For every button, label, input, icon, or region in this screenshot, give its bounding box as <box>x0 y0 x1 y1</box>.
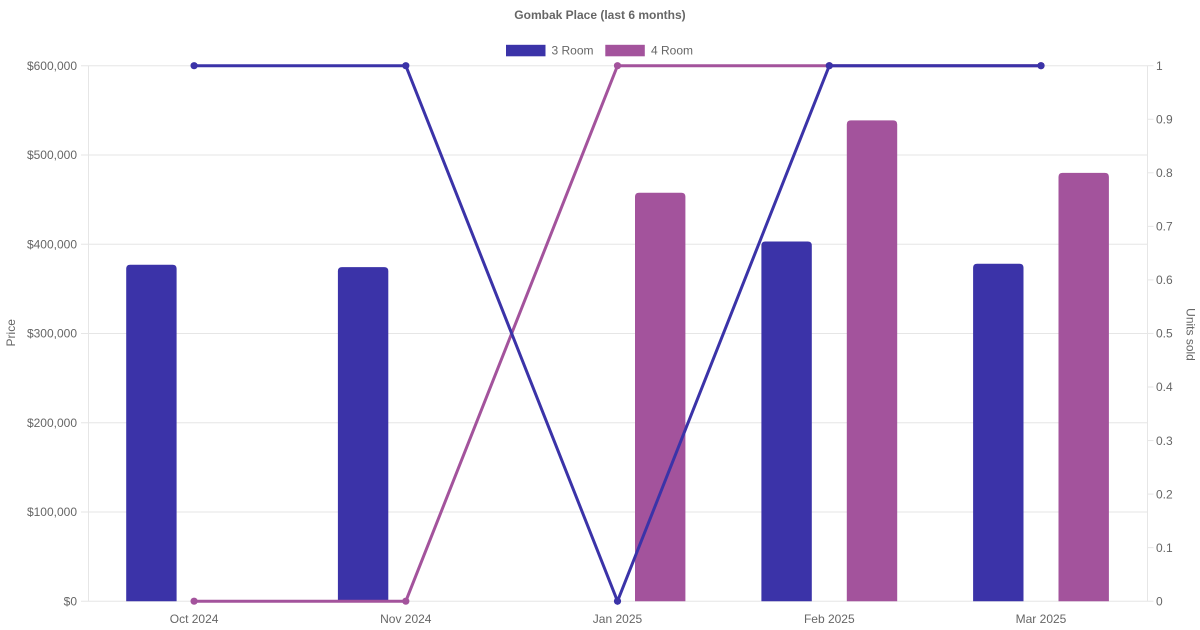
svg-text:0.5: 0.5 <box>1156 327 1173 341</box>
svg-text:0.8: 0.8 <box>1156 166 1173 180</box>
svg-text:Gombak Place (last 6 months): Gombak Place (last 6 months) <box>514 8 685 22</box>
svg-text:Oct 2024: Oct 2024 <box>170 612 219 626</box>
svg-text:Price: Price <box>4 319 18 347</box>
svg-text:0: 0 <box>1156 594 1163 608</box>
svg-text:0.1: 0.1 <box>1156 541 1173 555</box>
svg-text:1: 1 <box>1156 59 1163 73</box>
svg-text:0.4: 0.4 <box>1156 380 1173 394</box>
svg-text:0.2: 0.2 <box>1156 487 1173 501</box>
svg-text:4 Room: 4 Room <box>651 44 693 58</box>
svg-text:Mar 2025: Mar 2025 <box>1016 612 1067 626</box>
svg-text:0.6: 0.6 <box>1156 273 1173 287</box>
svg-text:Units sold: Units sold <box>1183 308 1197 361</box>
svg-text:3 Room: 3 Room <box>552 44 594 58</box>
svg-text:$500,000: $500,000 <box>27 148 77 162</box>
svg-text:$300,000: $300,000 <box>27 327 77 341</box>
svg-text:$600,000: $600,000 <box>27 59 77 73</box>
svg-text:$200,000: $200,000 <box>27 416 77 430</box>
svg-text:Jan 2025: Jan 2025 <box>593 612 643 626</box>
svg-text:$0: $0 <box>64 594 78 608</box>
svg-text:$400,000: $400,000 <box>27 237 77 251</box>
svg-text:Feb 2025: Feb 2025 <box>804 612 855 626</box>
svg-text:0.7: 0.7 <box>1156 220 1173 234</box>
svg-text:0.9: 0.9 <box>1156 112 1173 126</box>
svg-text:$100,000: $100,000 <box>27 505 77 519</box>
svg-text:0.3: 0.3 <box>1156 434 1173 448</box>
svg-text:Nov 2024: Nov 2024 <box>380 612 432 626</box>
